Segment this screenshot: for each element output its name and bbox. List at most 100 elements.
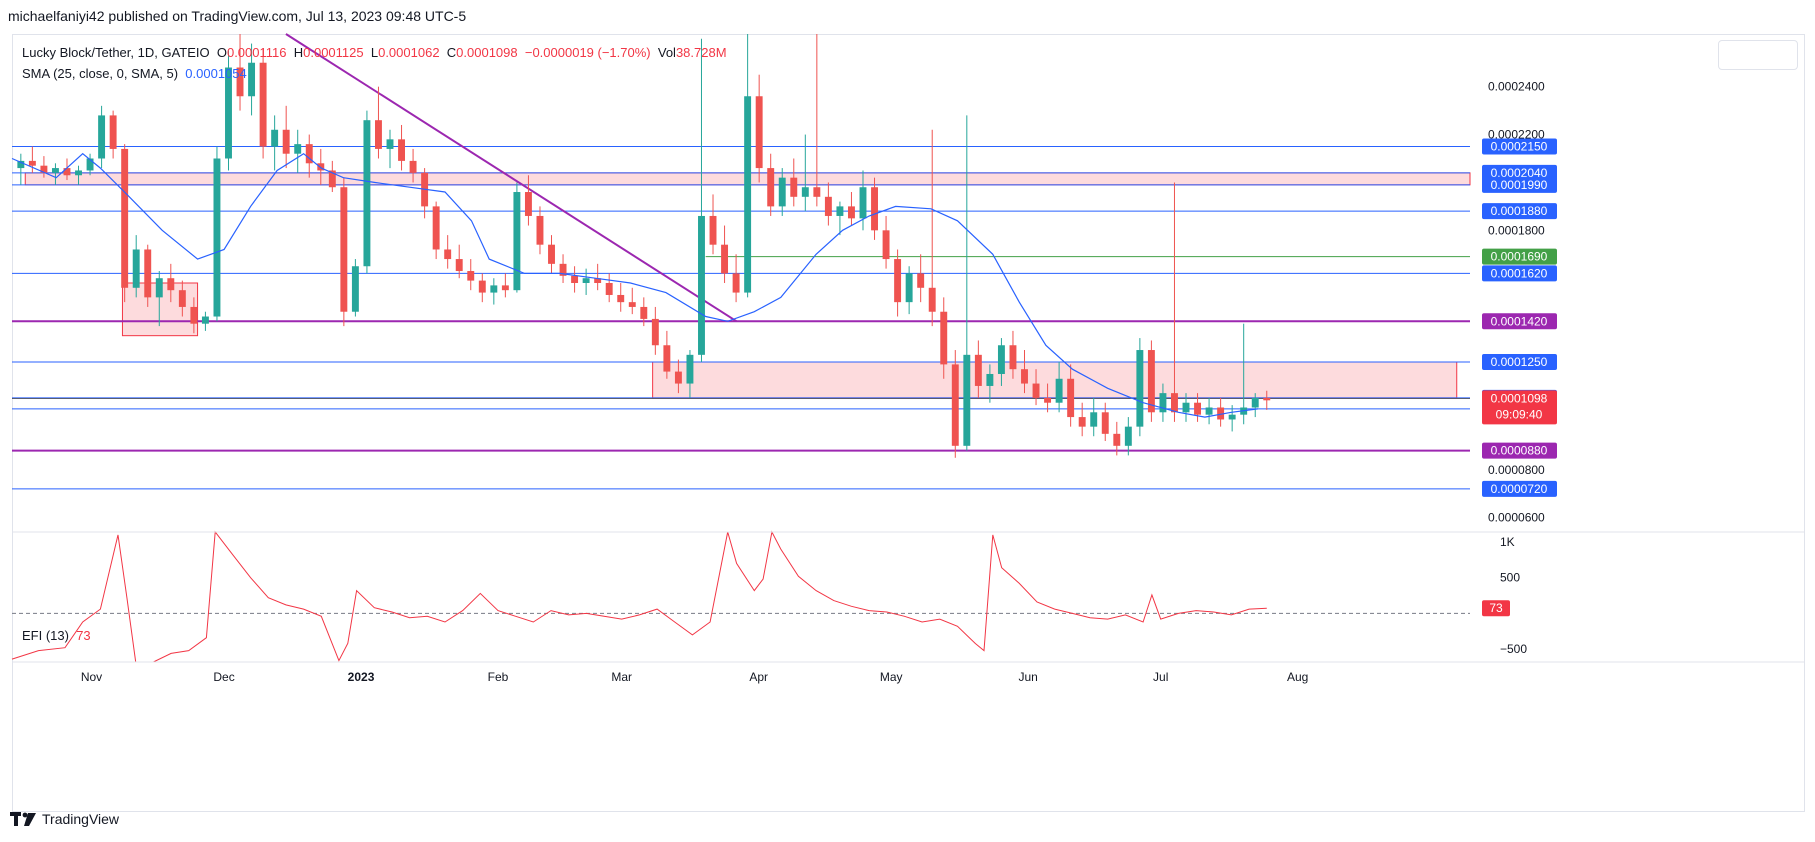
candle-64	[755, 74, 763, 183]
candle-90	[1055, 362, 1063, 413]
candle-body-19	[236, 67, 244, 97]
candle-44	[524, 175, 532, 226]
legend-low: 0.0001062	[378, 45, 440, 60]
legend-efi-label: EFI (13)	[22, 628, 69, 643]
y-tick-1: 0.0002200	[1488, 128, 1545, 142]
candle-body-98	[1147, 350, 1155, 413]
candle-69	[813, 34, 821, 207]
candle-42	[501, 273, 509, 298]
candle-60	[709, 194, 717, 255]
candle-body-3	[51, 168, 59, 173]
chart-frame[interactable]	[12, 34, 1805, 812]
candle-93	[1090, 397, 1098, 437]
candle-body-69	[813, 187, 821, 197]
candle-76	[894, 249, 902, 317]
candle-body-101	[1182, 402, 1190, 413]
candle-108	[1263, 390, 1271, 410]
candle-body-93	[1090, 412, 1098, 427]
candle-body-28	[340, 187, 348, 312]
candle-89	[1044, 383, 1052, 413]
candle-12	[155, 271, 163, 327]
candle-body-57	[674, 371, 682, 384]
candle-63	[744, 34, 752, 298]
trendline-layer	[285, 33, 738, 323]
candle-99	[1159, 383, 1167, 422]
candle-body-91	[1067, 378, 1075, 418]
candle-84	[986, 364, 994, 403]
candle-56	[663, 330, 671, 379]
candles-layer	[17, 34, 1271, 458]
level-label-10: 0.0000880	[1491, 444, 1548, 458]
candle-54	[640, 297, 648, 327]
sma-line	[11, 152, 1258, 418]
candle-8	[109, 110, 117, 159]
candle-body-13	[167, 278, 175, 291]
candle-body-99	[1159, 393, 1167, 413]
candle-58	[686, 350, 694, 398]
candle-body-61	[721, 244, 729, 274]
candle-33	[398, 124, 405, 171]
candle-body-4	[63, 168, 71, 176]
candle-body-21	[259, 62, 267, 147]
candle-body-96	[1124, 426, 1132, 446]
candle-body-52	[617, 294, 625, 303]
candle-body-75	[882, 230, 890, 260]
x-tick-4: Mar	[611, 670, 632, 684]
candle-1	[28, 146, 36, 173]
efi-tick-1: 500	[1500, 571, 1520, 585]
candle-body-76	[894, 259, 902, 303]
candle-body-11	[144, 249, 152, 298]
candle-body-17	[213, 158, 221, 317]
tradingview-logo-icon	[10, 812, 36, 826]
efi-last-label-bg	[1482, 600, 1510, 617]
candle-body-79	[928, 287, 936, 312]
candle-105	[1228, 405, 1236, 432]
candle-77	[905, 266, 913, 315]
candle-91	[1067, 364, 1075, 427]
candle-body-102	[1194, 402, 1202, 415]
candle-5	[75, 165, 82, 185]
candle-96	[1124, 417, 1132, 456]
y-tick-2: 0.0001800	[1488, 223, 1545, 237]
legend-close: 0.0001098	[456, 45, 518, 60]
candle-body-22	[271, 129, 279, 147]
candle-body-70	[824, 196, 832, 216]
candle-body-92	[1078, 417, 1086, 427]
candle-body-39	[467, 271, 475, 281]
candle-body-5	[75, 170, 82, 176]
candle-92	[1078, 402, 1086, 437]
candle-body-54	[640, 306, 648, 319]
efi-last-label: 73	[1489, 601, 1503, 615]
candle-body-32	[386, 139, 394, 149]
candle-19	[236, 34, 244, 111]
candle-body-55	[651, 318, 659, 346]
zone-2	[652, 361, 1458, 399]
candle-55	[651, 306, 659, 355]
chart-settings-box[interactable]	[1718, 40, 1798, 70]
candle-34	[409, 148, 417, 183]
candle-body-58	[686, 354, 694, 384]
x-tick-6: May	[880, 670, 903, 684]
level-label-10-bg	[1482, 442, 1557, 459]
candle-body-33	[398, 139, 405, 161]
y-tick-0: 0.0002400	[1488, 80, 1545, 94]
candle-75	[882, 215, 890, 269]
candle-body-78	[917, 273, 925, 288]
axes-layer: 0.00024000.00022000.00018000.00008000.00…	[12, 80, 1805, 684]
candle-body-81	[951, 364, 959, 446]
candle-body-20	[248, 62, 256, 97]
x-tick-3: Feb	[488, 670, 509, 684]
x-tick-1: Dec	[213, 670, 234, 684]
level-label-6-bg	[1482, 313, 1557, 330]
candle-86	[1009, 330, 1017, 379]
candle-11	[144, 244, 152, 307]
candle-body-71	[836, 206, 844, 216]
candle-body-65	[767, 168, 775, 207]
candle-body-14	[178, 290, 186, 307]
candle-52	[617, 283, 625, 312]
candle-body-66	[778, 177, 786, 207]
level-label-7: 0.0001250	[1491, 355, 1548, 369]
candle-62	[732, 254, 740, 303]
